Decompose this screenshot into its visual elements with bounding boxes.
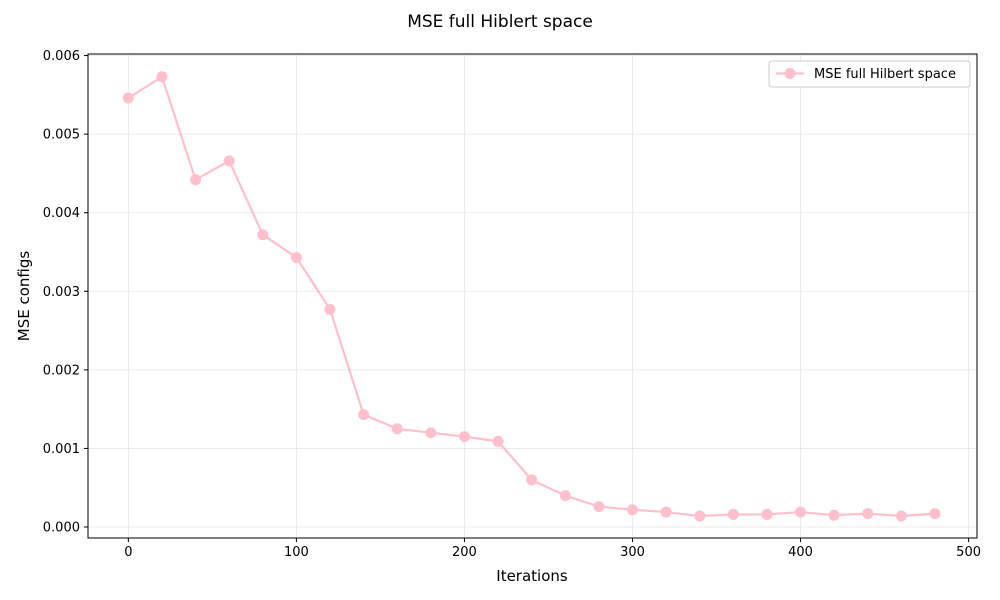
data-point [761, 508, 773, 520]
x-tick-label: 100 [284, 545, 309, 560]
data-point [862, 508, 874, 520]
legend-label: MSE full Hilbert space [814, 67, 956, 82]
data-point [593, 501, 605, 513]
x-axis-label: Iterations [496, 567, 568, 585]
x-tick-label: 200 [452, 545, 477, 560]
chart-title: MSE full Hiblert space [407, 12, 593, 32]
legend-marker-swatch [784, 68, 796, 79]
x-tick-label: 300 [620, 545, 645, 560]
data-point [828, 509, 840, 521]
data-point [156, 71, 168, 83]
plot-frame [87, 53, 978, 539]
data-point [660, 506, 672, 518]
data-point [727, 508, 739, 520]
y-tick-label: 0.003 [43, 285, 80, 300]
x-tick-label: 400 [788, 545, 813, 560]
grid [88, 54, 977, 538]
data-point [694, 510, 706, 522]
y-axis-label: MSE configs [15, 251, 33, 342]
data-point [391, 423, 403, 435]
legend-box [768, 60, 971, 88]
y-tick-label: 0.002 [43, 363, 80, 378]
legend: MSE full Hilbert space [768, 60, 971, 88]
data-point [626, 504, 638, 516]
data-point [526, 474, 538, 486]
data-point [425, 427, 437, 439]
data-point [795, 506, 807, 518]
y-tick-label: 0.005 [43, 128, 80, 143]
series-layer [122, 71, 941, 522]
data-point [559, 490, 571, 502]
x-tick-label: 500 [956, 545, 981, 560]
y-axis: 0.000 0.001 0.002 0.003 0.004 0.005 0.006 [43, 49, 88, 536]
y-tick-label: 0.000 [43, 521, 80, 536]
series-line [127, 75, 936, 518]
data-point [324, 303, 336, 315]
data-point [895, 510, 907, 522]
x-axis: 0 100 200 300 400 500 [124, 538, 981, 560]
data-point [223, 155, 235, 167]
data-point [458, 431, 470, 443]
data-point [929, 508, 941, 520]
data-point [257, 229, 269, 241]
x-tick-label: 0 [124, 545, 132, 560]
data-point [358, 409, 370, 421]
data-point [190, 174, 202, 186]
data-point [492, 435, 504, 447]
data-point [122, 92, 134, 104]
y-tick-label: 0.001 [43, 442, 80, 457]
y-tick-label: 0.004 [43, 206, 80, 221]
y-tick-label: 0.006 [43, 49, 80, 64]
data-point [290, 252, 302, 263]
